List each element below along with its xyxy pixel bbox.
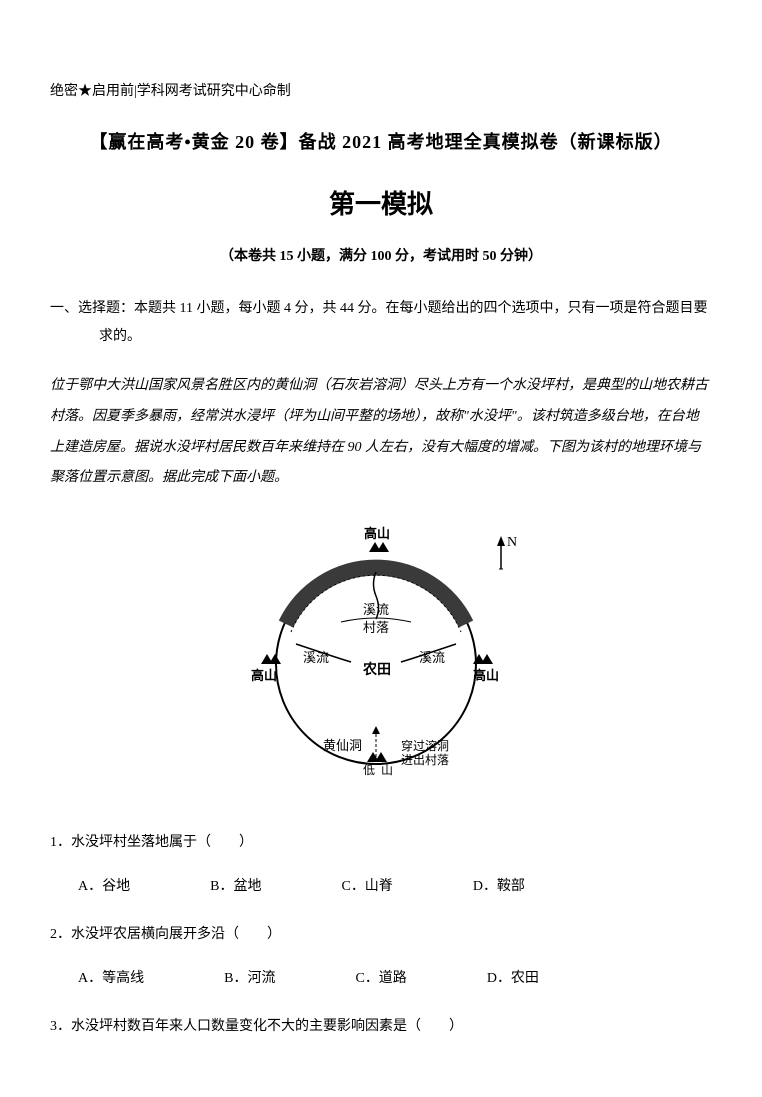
question-2-options: A．等高线 B．河流 C．道路 D．农田 — [50, 965, 712, 993]
svg-text:高山: 高山 — [473, 668, 499, 683]
mountain-right-icon: 高山 — [473, 654, 499, 683]
question-3-num: 3 — [50, 1019, 57, 1034]
mountain-top-icon: 高山 — [364, 526, 390, 552]
exam-info: （本卷共 15 小题，满分 100 分，考试用时 50 分钟） — [50, 245, 712, 265]
option-1a[interactable]: A．谷地 — [78, 873, 130, 901]
svg-text:高山: 高山 — [364, 526, 390, 541]
svg-text:黄仙洞: 黄仙洞 — [323, 738, 362, 753]
question-2-text: ．水没坪农居横向展开多沿（ ） — [57, 927, 281, 942]
section-header: 一、选择题：本题共 11 小题，每小题 4 分，共 44 分。在每小题给出的四个… — [50, 295, 712, 351]
svg-text:N: N — [507, 535, 517, 550]
question-1-text: ．水没坪村坐落地属于（ ） — [57, 835, 253, 850]
option-1b[interactable]: B．盆地 — [210, 873, 261, 901]
svg-text:高山: 高山 — [251, 668, 277, 683]
svg-text:山: 山 — [381, 763, 393, 777]
svg-text:低: 低 — [363, 763, 375, 777]
cave-route-line1: 穿过溶洞 — [401, 738, 449, 753]
option-1c[interactable]: C．山脊 — [341, 873, 392, 901]
stream-label-left: 溪流 — [303, 650, 329, 665]
question-3-text: ．水没坪村数百年来人口数量变化不大的主要影响因素是（ ） — [57, 1019, 463, 1034]
question-2-num: 2 — [50, 927, 57, 942]
option-2b[interactable]: B．河流 — [224, 965, 275, 993]
question-2: 2．水没坪农居横向展开多沿（ ） — [50, 921, 712, 949]
question-1: 1．水没坪村坐落地属于（ ） — [50, 829, 712, 857]
stream-label-top: 溪流 — [363, 602, 389, 617]
stream-label-right: 溪流 — [419, 650, 445, 665]
confidential-text: 绝密★启用前|学科网考试研究中心命制 — [50, 80, 712, 100]
mountain-left-icon: 高山 — [251, 654, 281, 683]
option-2c[interactable]: C．道路 — [355, 965, 406, 993]
cave-area: 黄仙洞 低 山 — [323, 726, 393, 777]
option-2a[interactable]: A．等高线 — [78, 965, 144, 993]
north-indicator: N — [497, 535, 517, 569]
diagram-container: N 高山 高山 高山 溪流 — [50, 514, 712, 799]
question-1-num: 1 — [50, 835, 57, 850]
sub-title: 第一模拟 — [50, 184, 712, 221]
farmland-label: 农田 — [362, 661, 391, 678]
passage-text: 位于鄂中大洪山国家风景名胜区内的黄仙洞（石灰岩溶洞）尽头上方有一个水没坪村，是典… — [50, 371, 712, 494]
geography-diagram: N 高山 高山 高山 溪流 — [221, 514, 541, 794]
question-3: 3．水没坪村数百年来人口数量变化不大的主要影响因素是（ ） — [50, 1013, 712, 1041]
option-2d[interactable]: D．农田 — [487, 965, 539, 993]
village-label: 村落 — [363, 620, 389, 635]
main-title: 【赢在高考•黄金 20 卷】备战 2021 高考地理全真模拟卷（新课标版） — [50, 128, 712, 154]
question-1-options: A．谷地 B．盆地 C．山脊 D．鞍部 — [50, 873, 712, 901]
cave-route-line2: 进出村落 — [401, 753, 449, 767]
option-1d[interactable]: D．鞍部 — [473, 873, 525, 901]
